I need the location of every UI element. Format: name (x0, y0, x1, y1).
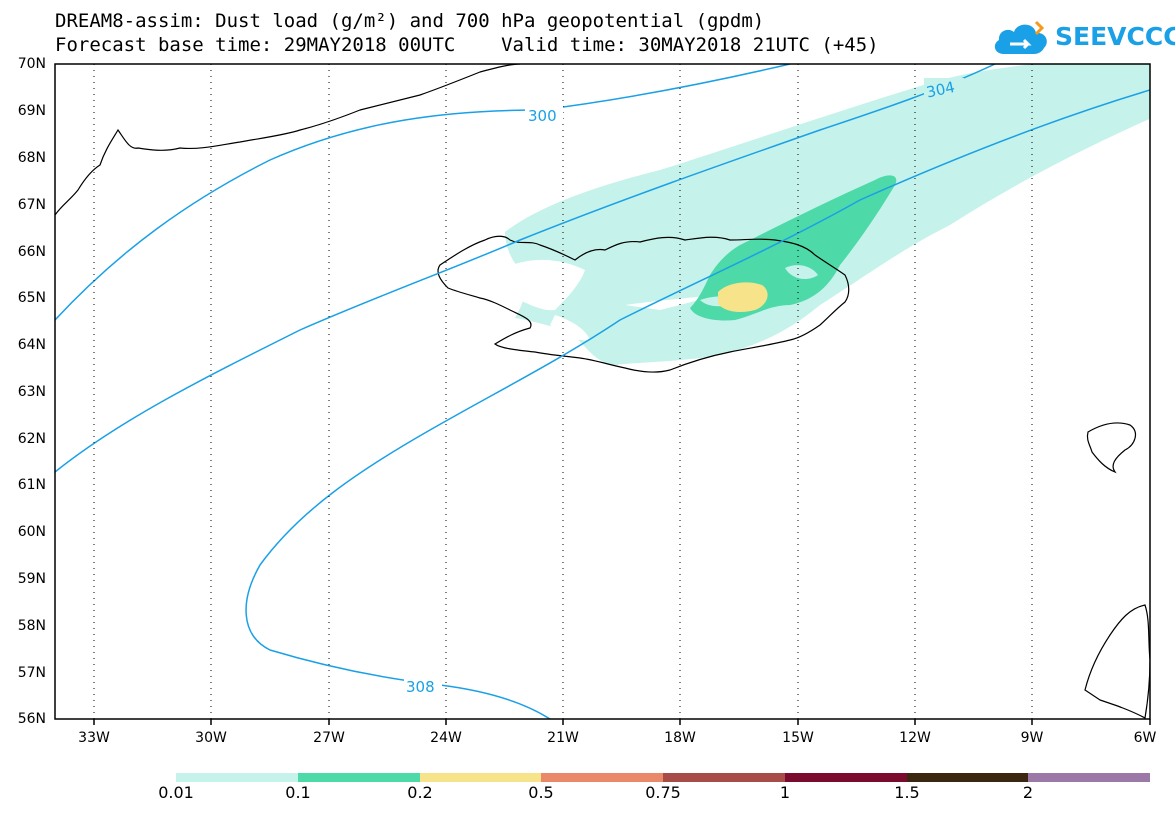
greenland-coastline (55, 64, 521, 216)
faroe-coastline (1086, 422, 1137, 474)
colorbar-swatch (907, 773, 1028, 782)
lon-label: 12W (899, 730, 931, 746)
colorbar-label: 1.5 (894, 783, 920, 802)
colorbar-label: 0.2 (407, 783, 433, 802)
lat-label: 66N (17, 244, 46, 260)
lat-label: 62N (17, 431, 46, 447)
clear-area (785, 265, 818, 280)
colorbar-label: 0.5 (528, 783, 554, 802)
forecast-time-subtitle: Forecast base time: 29MAY2018 00UTC Vali… (55, 34, 879, 56)
map-frame (54, 63, 1151, 720)
lon-label: 27W (313, 730, 345, 746)
colorbar-swatch (420, 773, 541, 782)
lat-label: 69N (17, 103, 46, 119)
lat-label: 57N (17, 665, 46, 681)
scotland-coastline (1084, 604, 1150, 719)
clear-area (500, 259, 585, 311)
lon-label: 33W (78, 730, 110, 746)
lon-label: 24W (430, 730, 462, 746)
lon-label: 21W (547, 730, 579, 746)
lat-label: 65N (17, 290, 46, 306)
colorbar-label: 2 (1022, 783, 1034, 802)
lon-label: 9W (1020, 730, 1044, 746)
lon-label: 30W (195, 730, 227, 746)
lon-label: 15W (782, 730, 814, 746)
colorbar-swatch (541, 773, 663, 782)
lat-label: 59N (17, 571, 46, 587)
lon-label: 6W (1133, 730, 1157, 746)
lat-label: 64N (17, 337, 46, 353)
colorbar-label: 1 (779, 783, 791, 802)
contour-300 (55, 64, 791, 321)
colorbar-label: 0.1 (285, 783, 311, 802)
contour-label-308: 308 (406, 678, 435, 696)
cloud-icon (994, 20, 1047, 54)
lat-label: 61N (17, 477, 46, 493)
contour-label-304: 304 (925, 78, 957, 102)
lat-label: 60N (17, 524, 46, 540)
colorbar-swatch (298, 773, 420, 782)
lon-label: 18W (664, 730, 696, 746)
lat-label: 68N (17, 150, 46, 166)
map-title: DREAM8-assim: Dust load (g/m²) and 700 h… (55, 10, 765, 32)
lat-label: 56N (17, 711, 46, 727)
lat-label: 58N (17, 618, 46, 634)
colorbar-swatch (785, 773, 907, 782)
dust-region-0.2 (718, 282, 768, 312)
colorbar-label: 0.75 (645, 783, 681, 802)
clear-area (550, 315, 590, 341)
contour-label-300: 300 (528, 107, 557, 125)
colorbar-swatch (176, 773, 298, 782)
lat-label: 70N (17, 56, 46, 72)
colorbar-swatch (663, 773, 785, 782)
iceland-coastline (437, 235, 850, 373)
lat-label: 67N (17, 197, 46, 213)
contour-304 (55, 64, 996, 473)
contour-308 (245, 89, 1150, 719)
colorbar-label: 0.01 (158, 783, 194, 802)
colorbar (176, 773, 1150, 782)
colorbar-swatch (1028, 773, 1150, 782)
lat-label: 63N (17, 384, 46, 400)
seevccc-logo: SEEVCCC (1055, 22, 1175, 51)
